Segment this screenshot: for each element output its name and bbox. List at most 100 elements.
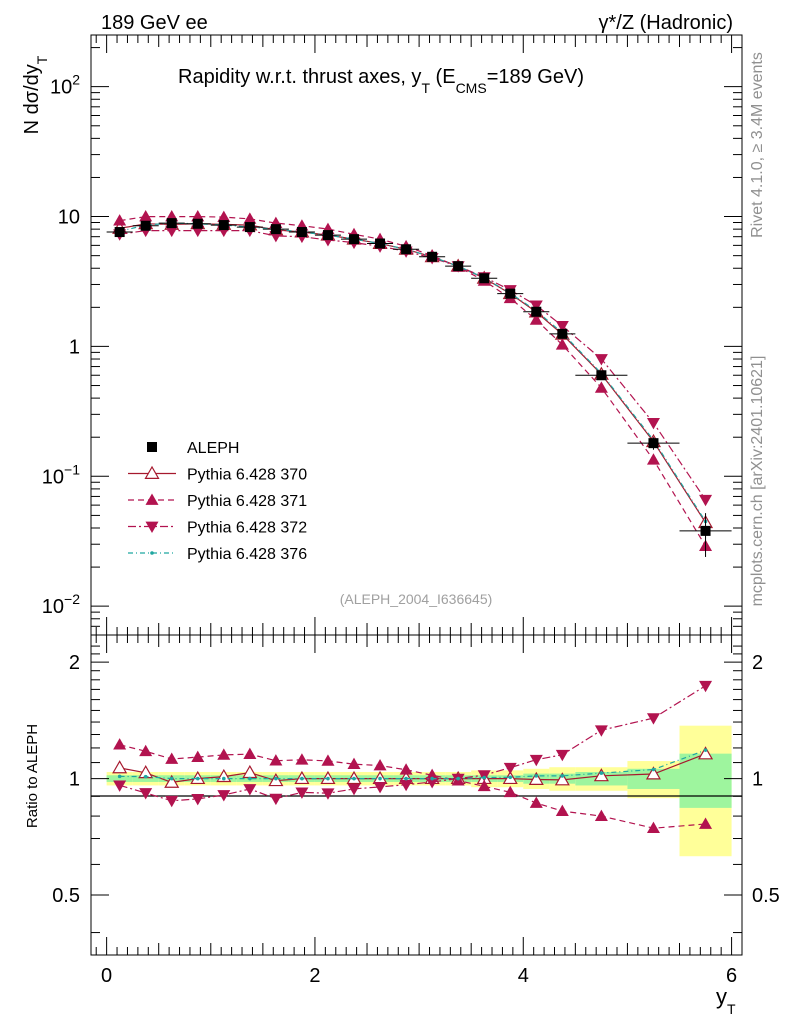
- series-point: [646, 453, 660, 465]
- ratio-series-2: [113, 680, 713, 808]
- ratio-point: [195, 776, 200, 781]
- ratio-point: [503, 785, 517, 798]
- data-point: [453, 261, 464, 272]
- ratio-point: [248, 776, 252, 781]
- ratio-y-tick-label-right: 0.5: [752, 885, 780, 907]
- data-point: [140, 220, 151, 231]
- series-point: [529, 313, 543, 325]
- ratio-point: [560, 774, 565, 778]
- series-point: [113, 214, 127, 226]
- x-tick-label: 0: [101, 965, 112, 987]
- ratio-series: [112, 680, 714, 834]
- legend-marker: [145, 521, 159, 533]
- ratio-point: [164, 774, 180, 788]
- ratio-point: [269, 754, 283, 766]
- ratio-point: [534, 774, 539, 778]
- data-point: [166, 218, 177, 229]
- legend-label: Pythia 6.428 376: [187, 546, 307, 563]
- legend-entry: Pythia 6.428 371: [128, 493, 307, 510]
- legend-marker: [150, 551, 154, 555]
- rivet-note: Rivet 4.1.0, ≥ 3.4M events: [749, 52, 766, 238]
- header-right: γ*/Z (Hadronic): [599, 12, 733, 34]
- legend-label: Pythia 6.428 370: [187, 467, 307, 484]
- legend-entry: Pythia 6.428 370: [128, 465, 307, 484]
- ratio-point: [373, 782, 387, 794]
- ratio-point: [243, 784, 257, 796]
- ratio-point: [399, 763, 413, 775]
- ratio-point: [399, 779, 413, 792]
- ratio-point: [529, 754, 543, 767]
- chart-watermark: (ALEPH_2004_I636645): [340, 591, 493, 607]
- ratio-point: [347, 757, 361, 770]
- legend-marker: [145, 493, 159, 505]
- ratio-point: [191, 750, 205, 762]
- y-tick-label-base: 10: [42, 466, 64, 488]
- ratio-point: [191, 793, 205, 806]
- data-point: [479, 273, 490, 284]
- header-left: 189 GeV ee: [101, 12, 208, 34]
- ratio-point: [646, 713, 660, 725]
- ratio-series-3: [117, 748, 708, 781]
- ratio-point: [425, 777, 439, 789]
- ratio-point: [555, 804, 569, 816]
- ratio-point: [378, 776, 382, 781]
- series-point: [217, 210, 231, 223]
- x-tick-label: 4: [518, 965, 529, 987]
- ratio-point: [295, 753, 309, 765]
- ratio-point: [651, 767, 656, 772]
- y-tick-label: 1: [69, 336, 80, 358]
- ratio-point: [222, 776, 226, 781]
- ratio-frame: [90, 634, 743, 956]
- ratio-point: [300, 776, 304, 781]
- series-point: [529, 300, 543, 312]
- x-tick-label: 2: [309, 965, 320, 987]
- ratio-point: [274, 776, 278, 781]
- ratio-y-ticks: 0.5 0.5 1 1 2 2: [52, 645, 780, 934]
- ratio-point: [699, 817, 713, 829]
- x-tick-label: 6: [726, 965, 737, 987]
- ratio-point: [698, 746, 714, 760]
- series-point: [555, 338, 569, 350]
- ratio-point: [347, 784, 361, 796]
- data-point: [700, 525, 711, 536]
- ratio-point: [143, 774, 148, 779]
- ratio-point: [169, 776, 174, 781]
- ratio-point: [482, 775, 487, 780]
- ratio-point: [529, 796, 543, 808]
- legend-data-label: ALEPH: [187, 440, 239, 457]
- y-tick-label-exp: 2: [72, 72, 80, 88]
- legend-data-marker: [147, 442, 157, 452]
- ratio-series-1: [113, 738, 713, 834]
- series-point: [594, 354, 608, 366]
- ratio-point: [528, 771, 544, 785]
- data-point: [427, 251, 438, 262]
- ratio-point: [321, 788, 335, 800]
- ratio-point: [243, 747, 257, 760]
- ratio-point: [594, 809, 608, 821]
- legend: ALEPH Pythia 6.428 370 Pythia 6.428 371 Pyt…: [128, 440, 307, 563]
- ratio-stat-band: [132, 775, 159, 782]
- ratio-point: [113, 780, 127, 792]
- ratio-point: [477, 779, 491, 792]
- ratio-y-tick-label-right: 2: [752, 652, 763, 674]
- ratio-point: [699, 680, 713, 693]
- y-tick-label: 10: [58, 207, 80, 229]
- ratio-point: [703, 748, 708, 752]
- data-point: [192, 218, 203, 229]
- y-tick-label-exp: −1: [64, 461, 80, 477]
- data-point: [114, 227, 125, 238]
- ratio-point: [554, 772, 570, 786]
- legend-label: Pythia 6.428 371: [187, 493, 307, 510]
- ratio-point: [593, 768, 609, 782]
- ratio-point: [321, 754, 335, 766]
- series-point: [555, 320, 569, 333]
- ratio-point: [326, 776, 330, 781]
- ratio-point: [555, 749, 569, 762]
- ratio-line: [119, 685, 706, 802]
- data-point: [557, 328, 568, 339]
- y-tick-label-base: 10: [42, 596, 64, 618]
- data-point: [270, 224, 281, 235]
